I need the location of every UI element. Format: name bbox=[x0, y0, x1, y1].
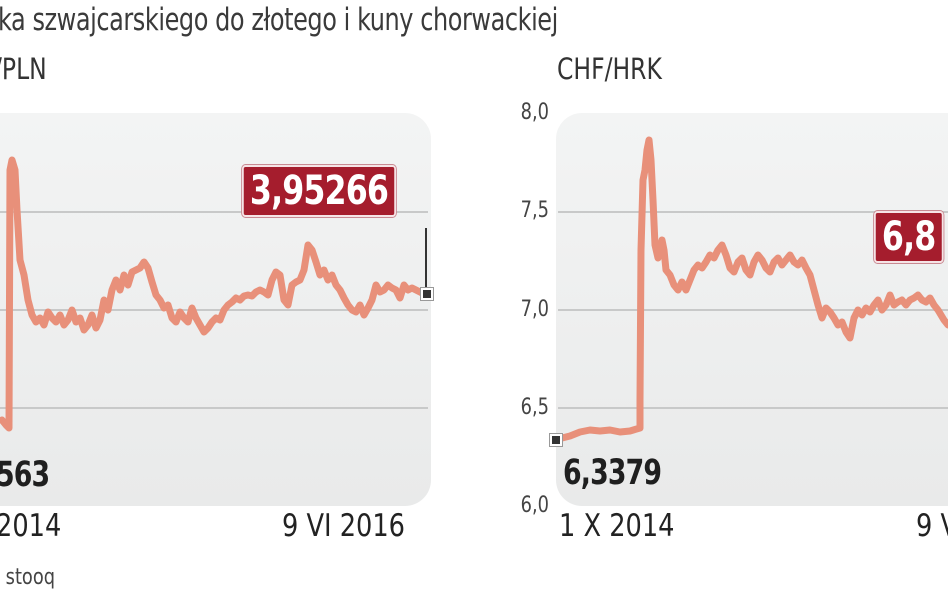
right-gridline bbox=[558, 407, 948, 409]
left-gridline bbox=[0, 211, 428, 213]
left-start-value: 563 bbox=[0, 455, 50, 495]
left-gridline bbox=[0, 407, 428, 409]
left-start-date: 2014 bbox=[0, 508, 62, 544]
right-end-value-callout: 6,8 bbox=[874, 211, 944, 263]
y-tick-6-5: 6,5 bbox=[520, 395, 549, 420]
left-end-date: 9 VI 2016 bbox=[282, 508, 406, 544]
left-end-value-callout: 3,95266 bbox=[242, 165, 396, 217]
right-pair-label: CHF/HRK bbox=[557, 52, 662, 86]
source-note: : stooq bbox=[0, 565, 56, 590]
right-gridline bbox=[558, 211, 948, 213]
left-pair-label: /PLN bbox=[0, 52, 47, 86]
right-end-date: 9 V bbox=[916, 508, 948, 544]
right-start-date: 1 X 2014 bbox=[559, 508, 675, 544]
y-tick-7-0: 7,0 bbox=[520, 297, 549, 322]
y-tick-8-0: 8,0 bbox=[520, 100, 549, 125]
left-gridline bbox=[0, 309, 428, 311]
right-gridline bbox=[558, 309, 948, 311]
right-start-value: 6,3379 bbox=[563, 453, 662, 493]
right-start-marker bbox=[550, 434, 562, 446]
y-tick-6-0: 6,0 bbox=[520, 493, 549, 518]
chart-title: ka szwajcarskiego do złotego i kuny chor… bbox=[0, 2, 558, 38]
left-end-marker bbox=[421, 288, 433, 300]
left-callout-leader bbox=[425, 228, 427, 291]
y-tick-7-5: 7,5 bbox=[520, 198, 549, 223]
